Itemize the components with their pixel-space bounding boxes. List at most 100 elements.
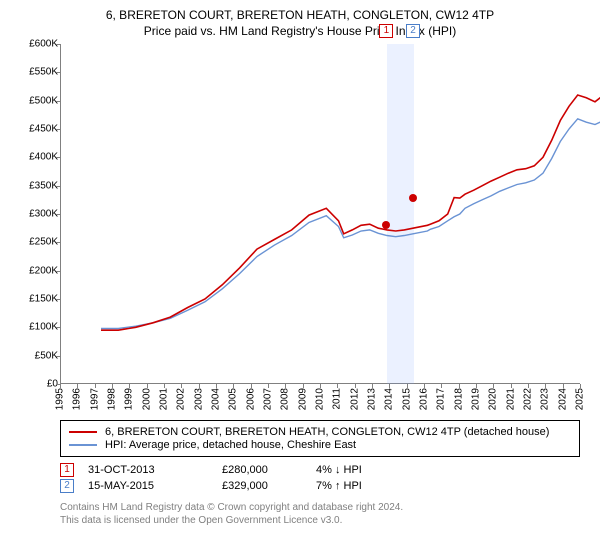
chart-lines-svg bbox=[101, 44, 600, 384]
x-tick bbox=[441, 384, 442, 388]
x-tick bbox=[545, 384, 546, 388]
x-axis-label: 2021 bbox=[505, 388, 516, 410]
x-axis-label: 2001 bbox=[159, 388, 170, 410]
title-subtitle: Price paid vs. HM Land Registry's House … bbox=[10, 24, 590, 38]
legend-row: HPI: Average price, detached house, Ches… bbox=[69, 439, 571, 451]
x-axis-label: 2020 bbox=[488, 388, 499, 410]
x-axis-label: 2023 bbox=[540, 388, 551, 410]
transaction-diff: 7% ↑ HPI bbox=[316, 480, 416, 492]
x-axis-label: 2003 bbox=[193, 388, 204, 410]
x-tick bbox=[112, 384, 113, 388]
y-tick bbox=[56, 271, 60, 272]
y-tick bbox=[56, 242, 60, 243]
y-axis-label: £250K bbox=[20, 237, 58, 248]
x-tick bbox=[268, 384, 269, 388]
x-axis-label: 2011 bbox=[332, 388, 343, 410]
x-tick bbox=[147, 384, 148, 388]
legend-row: 6, BRERETON COURT, BRERETON HEATH, CONGL… bbox=[69, 426, 571, 438]
x-axis-label: 2017 bbox=[436, 388, 447, 410]
x-axis-label: 1999 bbox=[124, 388, 135, 410]
x-axis-label: 1995 bbox=[55, 388, 66, 410]
x-axis-label: 2012 bbox=[349, 388, 360, 410]
y-axis-label: £550K bbox=[20, 67, 58, 78]
y-tick bbox=[56, 101, 60, 102]
y-axis-label: £450K bbox=[20, 124, 58, 135]
title-address: 6, BRERETON COURT, BRERETON HEATH, CONGL… bbox=[10, 8, 590, 22]
x-axis-label: 2016 bbox=[419, 388, 430, 410]
y-axis-label: £300K bbox=[20, 209, 58, 220]
x-tick bbox=[580, 384, 581, 388]
y-tick bbox=[56, 157, 60, 158]
x-axis-label: 2009 bbox=[297, 388, 308, 410]
x-axis-label: 2005 bbox=[228, 388, 239, 410]
x-axis-label: 2025 bbox=[575, 388, 586, 410]
series-hpi bbox=[101, 113, 600, 328]
x-tick bbox=[407, 384, 408, 388]
y-axis-label: £100K bbox=[20, 322, 58, 333]
x-tick bbox=[129, 384, 130, 388]
x-axis-label: 2004 bbox=[211, 388, 222, 410]
x-tick bbox=[216, 384, 217, 388]
y-axis-label: £150K bbox=[20, 294, 58, 305]
x-axis-label: 2008 bbox=[280, 388, 291, 410]
series-price_paid bbox=[101, 87, 600, 331]
x-tick bbox=[493, 384, 494, 388]
transaction-row: 131-OCT-2013£280,0004% ↓ HPI bbox=[60, 463, 580, 477]
y-tick bbox=[56, 299, 60, 300]
y-tick bbox=[56, 72, 60, 73]
y-tick bbox=[56, 327, 60, 328]
legend-swatch bbox=[69, 444, 97, 446]
transaction-caret-icon: 2 bbox=[60, 479, 74, 493]
x-tick bbox=[181, 384, 182, 388]
x-tick bbox=[511, 384, 512, 388]
x-tick bbox=[60, 384, 61, 388]
y-axis-label: £50K bbox=[20, 350, 58, 361]
x-axis-label: 2014 bbox=[384, 388, 395, 410]
x-tick bbox=[424, 384, 425, 388]
footnote-line1: Contains HM Land Registry data © Crown c… bbox=[60, 501, 590, 514]
x-tick bbox=[337, 384, 338, 388]
x-tick bbox=[459, 384, 460, 388]
transaction-table: 131-OCT-2013£280,0004% ↓ HPI215-MAY-2015… bbox=[60, 463, 580, 493]
transaction-price: £329,000 bbox=[222, 480, 302, 492]
x-axis-label: 2010 bbox=[315, 388, 326, 410]
chart-title-block: 6, BRERETON COURT, BRERETON HEATH, CONGL… bbox=[10, 8, 590, 38]
x-tick bbox=[476, 384, 477, 388]
x-tick bbox=[285, 384, 286, 388]
x-axis-label: 2007 bbox=[263, 388, 274, 410]
x-tick bbox=[77, 384, 78, 388]
x-tick bbox=[233, 384, 234, 388]
x-tick bbox=[199, 384, 200, 388]
x-axis-label: 2006 bbox=[245, 388, 256, 410]
transaction-diff: 4% ↓ HPI bbox=[316, 464, 416, 476]
y-axis-label: £600K bbox=[20, 39, 58, 50]
transaction-date: 15-MAY-2015 bbox=[88, 480, 208, 492]
y-axis-label: £400K bbox=[20, 152, 58, 163]
y-tick bbox=[56, 44, 60, 45]
transaction-row: 2 15-MAY-2015 £329,000 7% ↑ HPI bbox=[60, 479, 580, 493]
chart-area: £0£50K£100K£150K£200K£250K£300K£350K£400… bbox=[20, 44, 590, 414]
y-tick bbox=[56, 214, 60, 215]
y-tick bbox=[56, 129, 60, 130]
caret-marker-2: 2 bbox=[406, 24, 420, 38]
y-axis-label: £0 bbox=[20, 379, 58, 390]
y-tick bbox=[56, 186, 60, 187]
legend-label: 6, BRERETON COURT, BRERETON HEATH, CONGL… bbox=[105, 426, 549, 438]
x-tick bbox=[372, 384, 373, 388]
transaction-dot-2 bbox=[409, 194, 417, 202]
x-axis-label: 1998 bbox=[107, 388, 118, 410]
y-axis-label: £500K bbox=[20, 95, 58, 106]
legend-swatch bbox=[69, 431, 97, 433]
x-axis-label: 1996 bbox=[72, 388, 83, 410]
y-tick bbox=[56, 356, 60, 357]
y-axis-label: £200K bbox=[20, 265, 58, 276]
x-tick bbox=[355, 384, 356, 388]
x-axis-label: 1997 bbox=[89, 388, 100, 410]
x-axis-label: 2018 bbox=[453, 388, 464, 410]
caret-marker-1: 1 bbox=[379, 24, 393, 38]
transaction-price: £280,000 bbox=[222, 464, 302, 476]
x-axis-label: 2013 bbox=[367, 388, 378, 410]
x-axis-label: 2024 bbox=[557, 388, 568, 410]
x-axis-label: 2019 bbox=[471, 388, 482, 410]
footnote: Contains HM Land Registry data © Crown c… bbox=[60, 501, 590, 527]
